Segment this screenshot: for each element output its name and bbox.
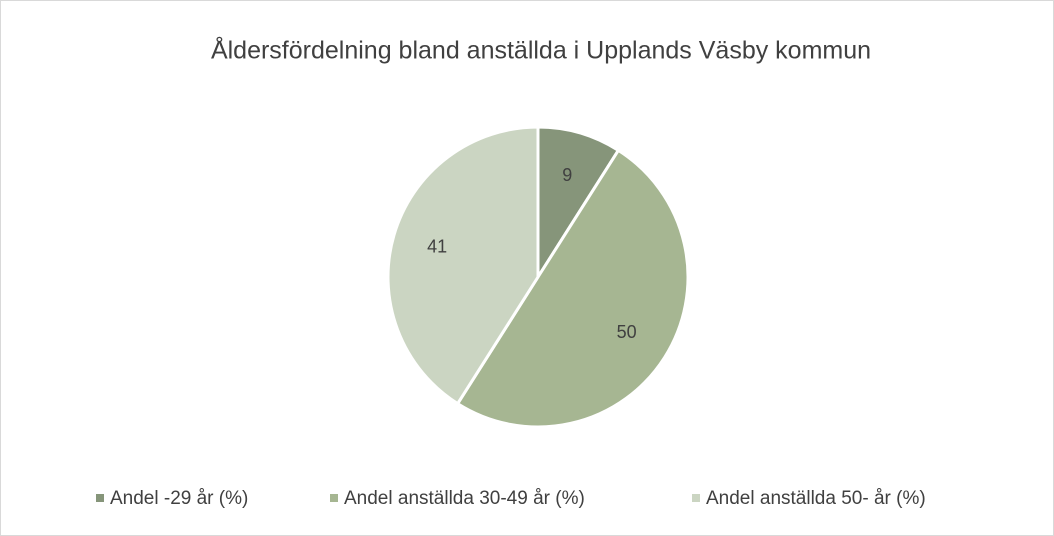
chart-title: Åldersfördelning bland anställda i Uppla… xyxy=(211,35,871,65)
legend-swatch xyxy=(330,494,338,502)
legend-swatch xyxy=(96,494,104,502)
data-label: 9 xyxy=(562,165,572,185)
legend-label: Andel -29 år (%) xyxy=(110,488,248,509)
pie-slice xyxy=(536,125,621,283)
pie-slice xyxy=(386,125,540,406)
legend-label: Andel anställda 30-49 år (%) xyxy=(344,488,585,509)
pie-slice xyxy=(455,148,690,429)
data-label: 41 xyxy=(427,236,447,256)
legend-label: Andel anställda 50- år (%) xyxy=(706,488,926,509)
legend-swatch xyxy=(692,494,700,502)
data-label: 50 xyxy=(617,322,637,342)
